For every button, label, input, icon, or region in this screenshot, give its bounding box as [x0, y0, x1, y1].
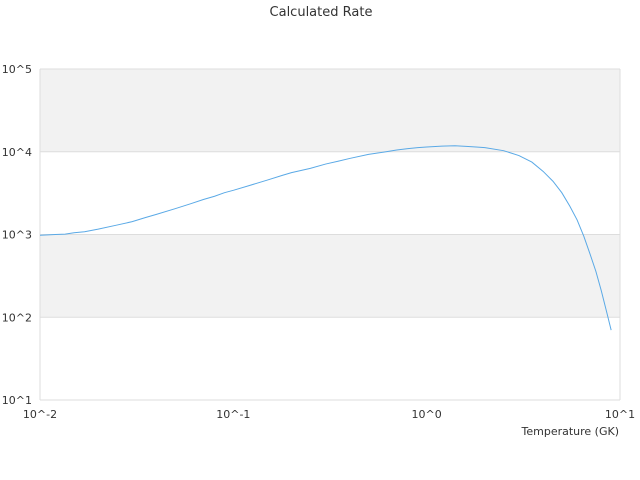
- series-line: [39, 145, 612, 331]
- x-tick-label: 10^1: [605, 408, 635, 421]
- y-tick-label: 10^5: [2, 63, 32, 76]
- y-axis-ticks: 10^5 10^4 10^3 10^2 10^1: [2, 63, 32, 407]
- y-tick-label: 10^2: [2, 311, 32, 324]
- y-tick-label: 10^3: [2, 229, 32, 242]
- y-tick-label: 10^4: [2, 146, 32, 159]
- x-axis-ticks: 10^-2 10^-1 10^0 10^1: [23, 408, 635, 421]
- x-axis-label: Temperature (GK): [521, 425, 620, 438]
- x-tick-label: 10^-1: [216, 408, 250, 421]
- y-tick-label: 10^1: [2, 394, 32, 407]
- plot-band: [40, 69, 620, 152]
- chart-title: Calculated Rate: [270, 5, 373, 20]
- plot-bands: [40, 69, 620, 318]
- x-tick-label: 10^-2: [23, 408, 57, 421]
- gridlines: [39, 68, 621, 401]
- plot-band: [40, 234, 620, 318]
- x-tick-label: 10^0: [412, 408, 442, 421]
